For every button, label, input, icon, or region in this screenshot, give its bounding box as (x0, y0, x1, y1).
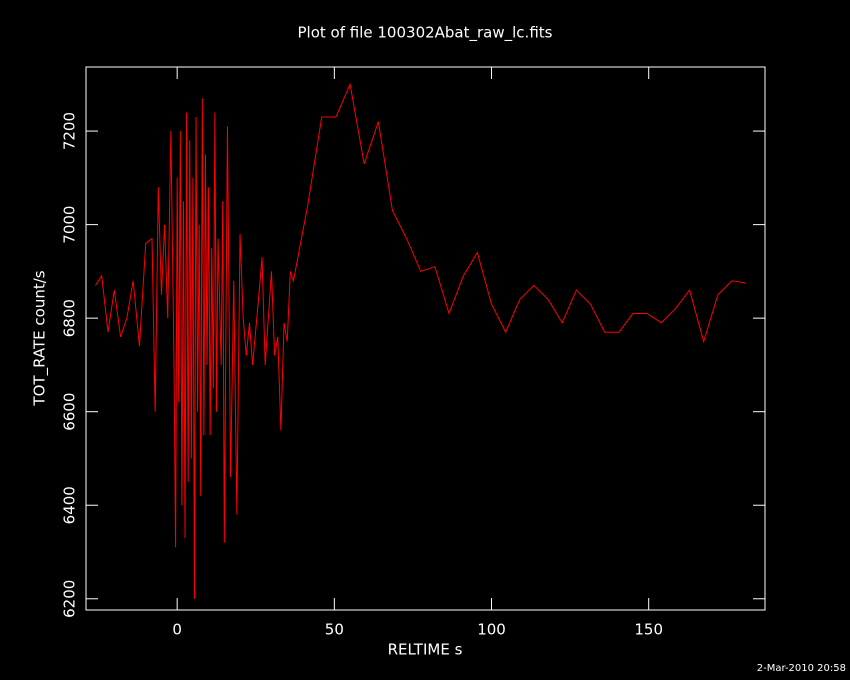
footer: 2-Mar-2010 20:58 (757, 663, 846, 674)
y-tick-label: 6800 (61, 299, 79, 337)
plot-frame (85, 66, 766, 611)
y-axis-label: TOT_RATE count/s (31, 270, 50, 406)
x-tick-label: 150 (634, 621, 663, 639)
data-line (95, 82, 747, 599)
y-tick-label: 7000 (61, 206, 79, 244)
y-tick-label: 6600 (61, 393, 79, 431)
x-tick-label: 50 (325, 621, 344, 639)
y-tick-label: 7200 (61, 112, 79, 150)
x-tick-label: 0 (172, 621, 182, 639)
x-axis-label: RELTIME s (388, 641, 463, 659)
x-tick-label: 100 (477, 621, 506, 639)
y-tick-label: 6400 (61, 486, 79, 524)
y-tick-label: 6200 (61, 580, 79, 618)
chart-title: Plot of file 100302Abat_raw_lc.fits (298, 24, 553, 43)
